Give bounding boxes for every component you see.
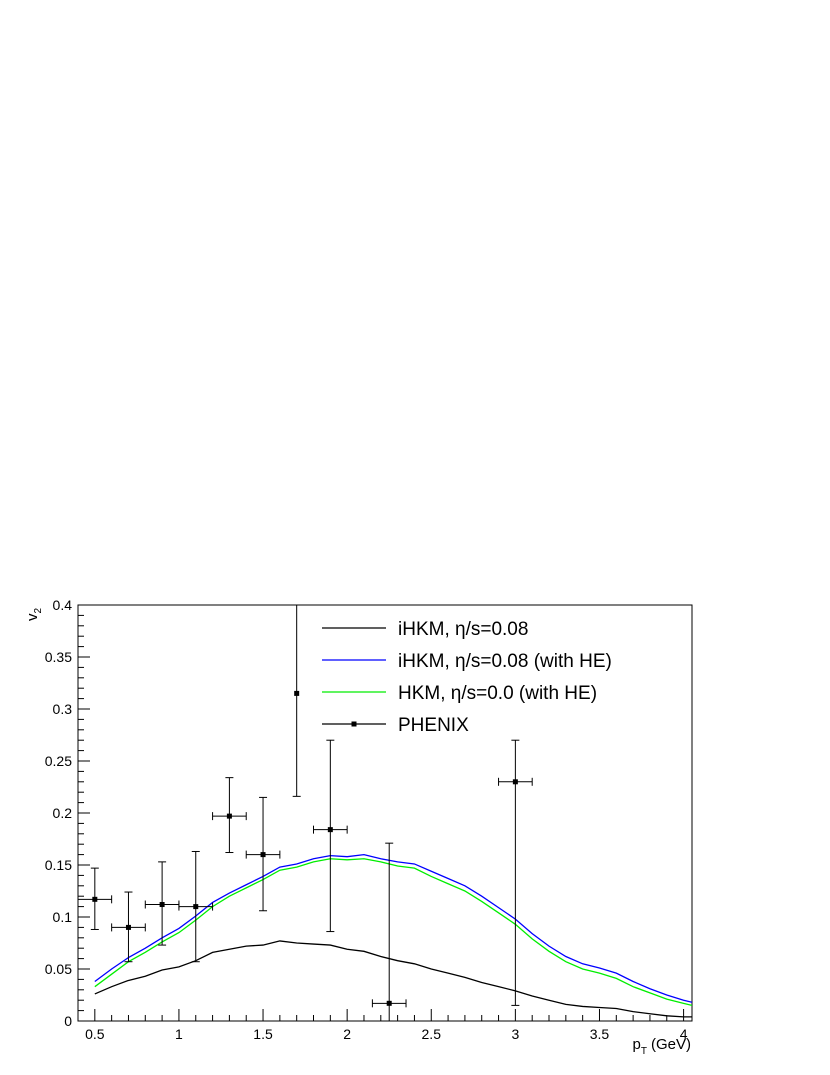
x-axis-title-unit: (GeV) xyxy=(651,1036,691,1053)
x-tick-label: 0.5 xyxy=(85,1026,105,1042)
y-tick-label: 0.35 xyxy=(45,649,72,665)
phenix-marker xyxy=(92,896,98,902)
x-axis-title-sub: T xyxy=(641,1046,647,1057)
y-axis-title: v2 xyxy=(24,608,44,622)
phenix-data-point xyxy=(78,867,113,930)
x-axis-title: pT (GeV) xyxy=(633,1036,691,1057)
legend-label: iHKM, η/s=0.08 (with HE) xyxy=(398,651,612,672)
x-tick-label: 3.5 xyxy=(590,1026,610,1042)
y-axis-title-sub: 2 xyxy=(33,608,44,614)
x-tick-label: 1 xyxy=(175,1026,183,1042)
y-tick-label: 0 xyxy=(64,1013,72,1029)
y-tick-label: 0.05 xyxy=(45,961,72,977)
phenix-marker xyxy=(193,904,199,910)
legend-entry: iHKM, η/s=0.08 (with HE) xyxy=(322,651,612,672)
x-axis-title-main: p xyxy=(633,1036,641,1053)
x-tick-label: 3 xyxy=(511,1026,519,1042)
legend-entry: HKM, η/s=0.0 (with HE) xyxy=(322,683,597,704)
series-layer xyxy=(94,853,692,1018)
legend-label: iHKM, η/s=0.08 xyxy=(398,619,528,640)
series-line-3 xyxy=(94,858,692,1007)
x-tick-label: 2 xyxy=(343,1026,351,1042)
phenix-data-point xyxy=(498,739,533,1006)
y-axis-title-main: v xyxy=(24,613,41,621)
phenix-data-point xyxy=(111,891,146,963)
legend: iHKM, η/s=0.08 iHKM, η/s=0.08 (with HE) HK… xyxy=(322,619,612,736)
phenix-data-point xyxy=(313,739,348,933)
phenix-marker xyxy=(159,902,165,908)
phenix-marker xyxy=(512,779,518,785)
y-tick-label: 0.25 xyxy=(45,753,72,769)
legend-marker xyxy=(351,721,357,727)
y-tick-label: 0.2 xyxy=(53,805,73,821)
phenix-data-point xyxy=(292,605,301,797)
phenix-data-point xyxy=(371,842,407,1021)
phenix-marker xyxy=(226,813,232,819)
phenix-marker xyxy=(125,924,131,930)
phenix-marker xyxy=(327,827,333,833)
phenix-marker xyxy=(386,1000,392,1006)
phenix-marker xyxy=(294,690,300,696)
x-tick-label: 1.5 xyxy=(253,1026,273,1042)
y-tick-label: 0.3 xyxy=(53,701,73,717)
axes: 0.5 1 1.5 2 2.5 3 3.5 4 0 0.05 0.1 0.15 0.2 0.25 0.3 0.… xyxy=(45,597,688,1042)
legend-entry: iHKM, η/s=0.08 xyxy=(322,619,528,640)
x-tick-label: 2.5 xyxy=(422,1026,442,1042)
legend-label: HKM, η/s=0.0 (with HE) xyxy=(398,683,597,704)
y-tick-label: 0.4 xyxy=(53,597,73,613)
y-tick-label: 0.15 xyxy=(45,857,72,873)
legend-label: PHENIX xyxy=(398,715,469,736)
phenix-data-point xyxy=(212,777,247,854)
phenix-data-point xyxy=(144,861,180,946)
y-tick-label: 0.1 xyxy=(53,909,73,925)
phenix-points-layer xyxy=(78,605,533,1021)
phenix-marker xyxy=(260,852,266,858)
x-tick-label: 4 xyxy=(680,1026,688,1042)
phenix-data-point xyxy=(245,796,281,912)
svg-text:v2: v2 xyxy=(24,608,44,622)
phenix-data-point xyxy=(178,850,214,963)
legend-entry: PHENIX xyxy=(322,715,469,736)
series-line-1 xyxy=(94,940,692,1018)
